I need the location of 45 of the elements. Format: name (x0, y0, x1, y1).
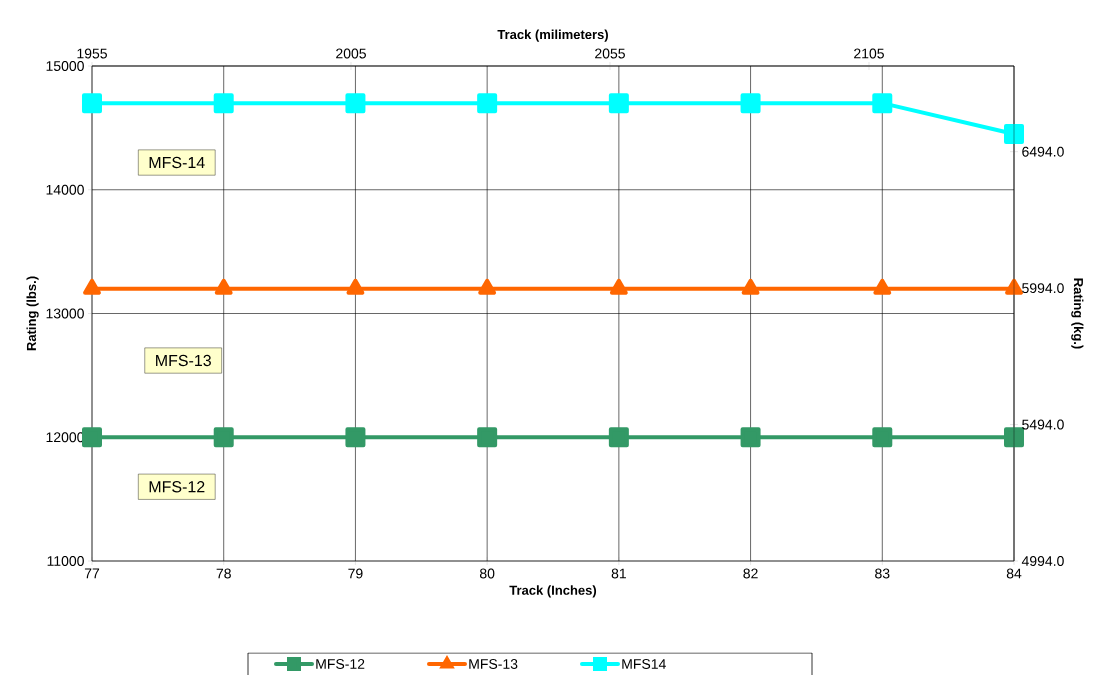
x-tick-label: 78 (216, 568, 231, 579)
y2-axis-title: Rating (kg.) (1071, 278, 1084, 349)
y-tick-label: 15000 (46, 61, 84, 71)
point (477, 427, 498, 448)
x-tick-label: 80 (479, 568, 495, 579)
point (872, 427, 893, 448)
point (82, 93, 102, 114)
point (213, 427, 234, 448)
x-tick-label: 77 (84, 568, 100, 579)
x-axis-title: Track (Inches) (509, 585, 597, 598)
annotation: MFS-13 (156, 354, 211, 367)
y2-tick-label: 5994.0 (1022, 283, 1064, 294)
point (345, 427, 366, 448)
y2-tick-label: 5494.0 (1022, 419, 1064, 430)
legend-label: MFS-13 (469, 659, 518, 669)
x-tick-label: 83 (875, 568, 890, 579)
point (740, 93, 761, 114)
annotation: MFS-12 (149, 481, 205, 493)
y-tick-label: 11000 (47, 556, 84, 566)
point (740, 427, 761, 448)
point (608, 93, 629, 114)
point (1004, 124, 1025, 145)
annotation: MFS-14 (149, 156, 205, 169)
point (608, 427, 629, 448)
y-tick-label: 14000 (46, 184, 84, 195)
x2-tick-label: 1955 (77, 48, 107, 59)
y-axis-title: Rating (lbs.) (26, 276, 39, 351)
y2-tick-label: 4994.0 (1021, 556, 1064, 566)
x-tick-label: 82 (743, 568, 758, 579)
point (82, 427, 102, 448)
x2-axis-title: Track (milimeters) (497, 29, 608, 42)
point (213, 93, 234, 114)
legend-label: MFS-12 (316, 659, 365, 669)
x2-tick-label: 2055 (595, 48, 625, 59)
y2-tick-label: 6494.0 (1022, 146, 1064, 157)
legend-label: MFS14 (622, 659, 666, 669)
point (345, 93, 366, 114)
x-tick-label: 81 (611, 568, 626, 579)
x2-tick-label: 2105 (854, 48, 884, 59)
point (477, 93, 498, 114)
x2-tick-label: 2005 (336, 48, 366, 59)
point (872, 93, 893, 114)
y-tick-label: 13000 (46, 308, 84, 319)
x-tick-label: 84 (1006, 568, 1022, 579)
x-tick-label: 79 (348, 568, 363, 579)
